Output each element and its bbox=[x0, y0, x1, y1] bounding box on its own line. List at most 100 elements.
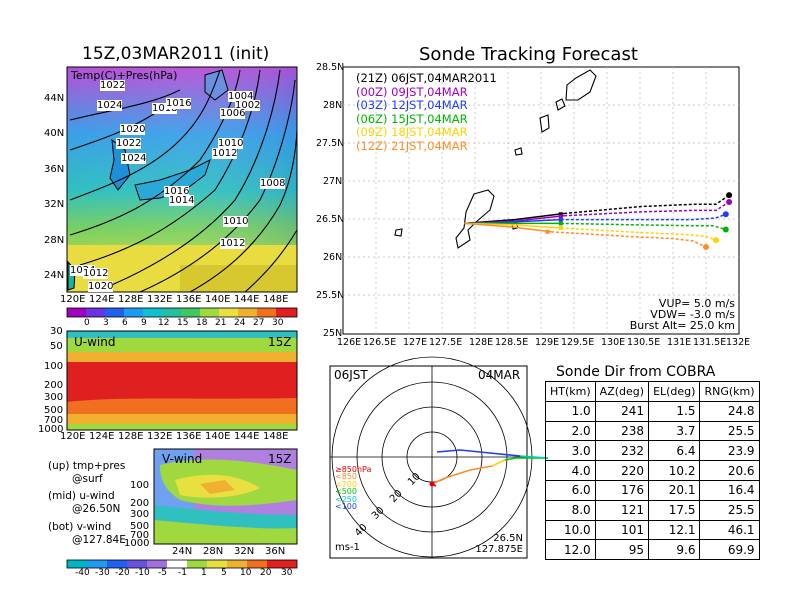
table-row: 12.0 95 9.6 69.9 bbox=[545, 539, 760, 561]
table-row: 4.0 220 10.2 20.6 bbox=[545, 460, 760, 481]
pres-tick: 1000 bbox=[124, 538, 150, 549]
table-cell: 20.6 bbox=[699, 460, 760, 481]
legend-bot: (bot) v-wind bbox=[48, 521, 112, 533]
layer-legend-item: <100 bbox=[335, 502, 357, 511]
legend-up: (up) tmp+pres bbox=[48, 460, 126, 472]
track-end-point bbox=[726, 192, 733, 199]
lon-tick: 120E bbox=[60, 431, 86, 442]
table-cell: 176 bbox=[594, 479, 650, 501]
track-legend-item: (21Z) 06JST,04MAR2011 bbox=[356, 71, 497, 85]
table-row: 3.0 232 6.4 23.9 bbox=[545, 440, 760, 462]
isobar-label: 1012 bbox=[83, 268, 109, 279]
lon-tick: 130.5E bbox=[627, 337, 661, 348]
track-legend-item: (06Z) 15JST,04MAR bbox=[356, 111, 468, 126]
lon-tick: 136E bbox=[176, 294, 202, 305]
track-line-dashed bbox=[564, 194, 730, 215]
lon-tick: 120E bbox=[60, 294, 86, 305]
pres-tick: 700 bbox=[130, 530, 150, 541]
table-cell: 3.0 bbox=[545, 440, 596, 462]
lat-tick: 32N bbox=[44, 199, 65, 210]
isobar-label: 1024 bbox=[97, 100, 123, 111]
track-line-dashed bbox=[550, 231, 707, 248]
track-line-dashed bbox=[560, 227, 717, 241]
layer-legend-item: <700 bbox=[335, 479, 357, 489]
track-marker bbox=[545, 229, 550, 234]
table-cell: 24.8 bbox=[699, 400, 760, 422]
lat-tick: 32N bbox=[234, 546, 255, 557]
table-cell: 1.0 bbox=[545, 400, 596, 422]
temp-colorbar bbox=[66, 307, 298, 318]
lat-tick: 25.5N bbox=[316, 290, 345, 301]
lon-tick: 126.5E bbox=[363, 337, 397, 348]
isobar-label: 1006 bbox=[220, 108, 246, 119]
temp-map bbox=[67, 67, 298, 293]
lon-tick: 128.5E bbox=[495, 337, 529, 348]
legend-mid: (mid) u-wind bbox=[48, 490, 115, 502]
lon-tick: 144E bbox=[234, 294, 260, 305]
track-end-point bbox=[703, 244, 709, 251]
table-cell: 10.0 bbox=[545, 519, 596, 541]
lon-tick: 148E bbox=[263, 294, 289, 305]
colorbar-label: 0 bbox=[84, 318, 90, 328]
track-end-point bbox=[722, 226, 729, 233]
pres-tick: 700 bbox=[44, 415, 64, 426]
lat-tick: 24N bbox=[44, 270, 65, 281]
table-cell: 12.1 bbox=[648, 519, 701, 541]
lat-tick: 40N bbox=[44, 128, 65, 139]
left-title: 15Z,03MAR2011 (init) bbox=[82, 44, 270, 64]
colorbar-label: 1 bbox=[201, 568, 207, 578]
layer-legend-item: ≥850hPa bbox=[335, 465, 372, 474]
table-cell: 4.0 bbox=[545, 460, 596, 481]
lon-tick: 126E bbox=[337, 337, 362, 348]
colorbar-label: 6 bbox=[122, 318, 128, 328]
track-frame bbox=[342, 66, 740, 335]
lon-tick: 129E bbox=[535, 337, 560, 348]
lon-tick: 127E bbox=[403, 337, 428, 348]
polar-lon: 127.875E bbox=[475, 544, 523, 555]
lat-tick: 36N bbox=[44, 164, 65, 175]
col-header: HT(km) bbox=[545, 381, 596, 402]
lon-tick: 128E bbox=[118, 294, 144, 305]
colorbar-label: 15 bbox=[177, 318, 189, 328]
track-line-solid bbox=[464, 222, 551, 233]
legend-bot2: @127.84E bbox=[72, 534, 126, 546]
lat-tick: 28N bbox=[323, 100, 343, 111]
table-cell: 95 bbox=[594, 539, 650, 561]
colorbar-label: -40 bbox=[75, 568, 90, 578]
colorbar-label: 18 bbox=[196, 318, 208, 328]
lat-tick: 27N bbox=[323, 176, 343, 187]
table-cell: 16.4 bbox=[699, 479, 760, 501]
wind-colorbar bbox=[66, 559, 298, 569]
pres-tick: 200 bbox=[44, 380, 64, 391]
colorbar-label: 10 bbox=[240, 568, 252, 578]
lon-tick: 132E bbox=[726, 337, 751, 348]
table-row: 10.0 101 12.1 46.1 bbox=[545, 519, 760, 541]
colorbar-label: -20 bbox=[115, 568, 130, 578]
table-cell: 241 bbox=[594, 400, 650, 422]
track-marker bbox=[558, 225, 563, 230]
lon-tick: 131E bbox=[667, 337, 692, 348]
isobar-label: 1018 bbox=[152, 103, 178, 114]
isobar-label: 1020 bbox=[88, 281, 114, 292]
pres-tick: 100 bbox=[44, 361, 64, 372]
colorbar-label: 24 bbox=[234, 318, 246, 328]
track-line-dashed bbox=[560, 222, 727, 231]
table-cell: 46.1 bbox=[699, 519, 760, 541]
lat-tick: 26N bbox=[323, 252, 343, 263]
lon-tick: 130E bbox=[601, 337, 626, 348]
lon-tick: 136E bbox=[176, 431, 202, 442]
col-header: AZ(deg) bbox=[594, 381, 650, 402]
table-row: 8.0 121 17.5 25.5 bbox=[545, 499, 760, 521]
layer-legend-item: <500 bbox=[335, 487, 357, 497]
colorbar-label: 20 bbox=[260, 568, 272, 578]
table-cell: 238 bbox=[594, 420, 650, 442]
lon-tick: 124E bbox=[89, 294, 115, 305]
lon-tick: 144E bbox=[234, 431, 260, 442]
table-cell: 25.5 bbox=[699, 420, 760, 442]
colorbar-label: 12 bbox=[158, 318, 170, 328]
lat-tick: 28.5N bbox=[316, 62, 345, 73]
lon-tick: 131.5E bbox=[693, 337, 727, 348]
uwind-label: U-wind bbox=[74, 335, 116, 349]
coastlines bbox=[394, 69, 597, 249]
